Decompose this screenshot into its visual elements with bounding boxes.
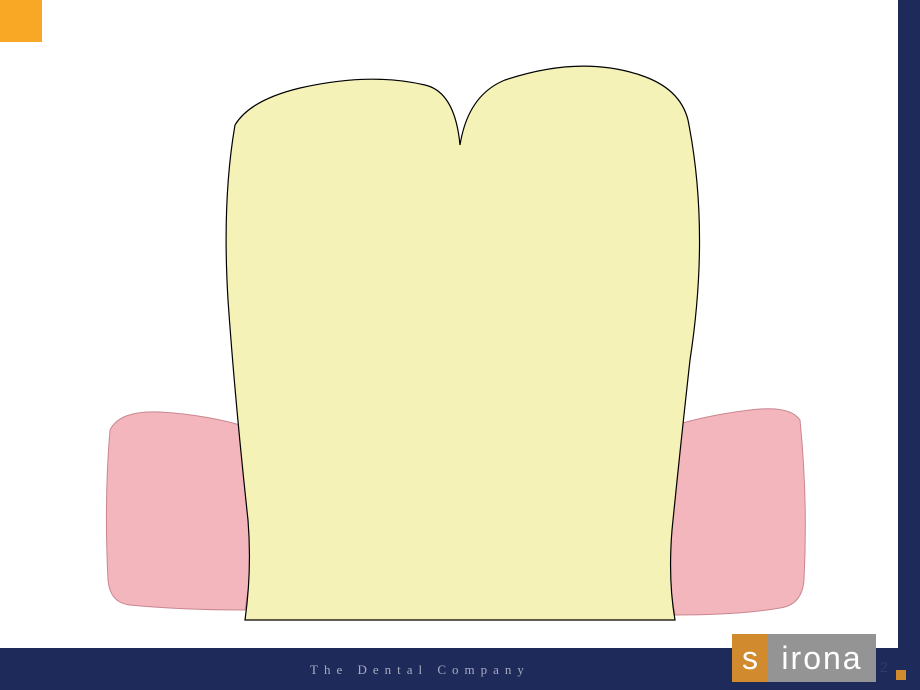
sirona-logo: s irona [732,634,892,682]
logo-rest-text: irona [781,640,862,677]
logo-first-letter: s [742,640,758,677]
logo-dot [896,670,906,680]
tooth-diagram [60,50,860,640]
logo-s-background: s [732,634,768,682]
page-number: 2 [880,659,888,676]
tooth-shape [226,66,699,620]
footer-tagline: The Dental Company [310,662,530,678]
corner-accent-block [0,0,42,42]
right-border-bar [898,0,920,690]
logo-rest-background: irona [768,634,876,682]
